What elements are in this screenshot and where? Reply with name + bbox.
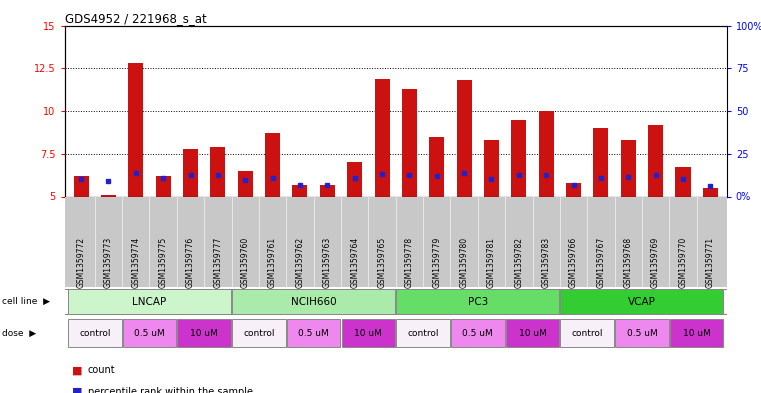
Bar [74, 176, 88, 196]
Bar [670, 319, 724, 347]
Bar [232, 319, 285, 347]
Bar [123, 319, 177, 347]
Text: GDS4952 / 221968_s_at: GDS4952 / 221968_s_at [65, 12, 206, 25]
Text: PC3: PC3 [468, 297, 488, 307]
Bar [566, 183, 581, 196]
Bar [101, 195, 116, 196]
Text: 0.5 uM: 0.5 uM [463, 329, 493, 338]
Bar [232, 289, 395, 314]
Bar [342, 319, 395, 347]
Bar [703, 188, 718, 196]
Text: cell line  ▶: cell line ▶ [2, 297, 49, 306]
Bar [560, 289, 724, 314]
Bar [287, 319, 340, 347]
Bar [457, 80, 472, 196]
Bar [402, 89, 417, 196]
Bar [396, 319, 450, 347]
Bar [560, 319, 614, 347]
Bar [210, 147, 225, 196]
Bar [292, 185, 307, 196]
Bar [676, 167, 690, 196]
Bar [68, 319, 122, 347]
Bar [129, 63, 143, 196]
Bar [429, 137, 444, 196]
Text: 0.5 uM: 0.5 uM [298, 329, 329, 338]
Bar [511, 119, 527, 196]
Bar [594, 128, 609, 196]
Bar [374, 79, 390, 196]
Bar [177, 319, 231, 347]
Bar [265, 133, 280, 196]
Bar [183, 149, 198, 196]
Bar [320, 185, 335, 196]
Bar [396, 289, 559, 314]
Bar [621, 140, 635, 196]
Bar [347, 162, 362, 196]
Text: control: control [244, 329, 275, 338]
Text: LNCAP: LNCAP [132, 297, 167, 307]
Text: ■: ■ [72, 387, 83, 393]
Text: 10 uM: 10 uM [518, 329, 546, 338]
Bar [237, 171, 253, 196]
Bar [484, 140, 499, 196]
Bar [506, 319, 559, 347]
Text: 10 uM: 10 uM [683, 329, 711, 338]
Text: percentile rank within the sample: percentile rank within the sample [88, 387, 253, 393]
Text: 10 uM: 10 uM [355, 329, 382, 338]
Bar [451, 319, 505, 347]
Text: NCIH660: NCIH660 [291, 297, 336, 307]
Text: control: control [407, 329, 439, 338]
Text: 0.5 uM: 0.5 uM [626, 329, 658, 338]
Text: ■: ■ [72, 365, 83, 375]
Text: VCAP: VCAP [628, 297, 656, 307]
Text: 10 uM: 10 uM [190, 329, 218, 338]
Text: dose  ▶: dose ▶ [2, 329, 36, 338]
Bar [648, 125, 663, 196]
Bar [615, 319, 669, 347]
Text: control: control [79, 329, 110, 338]
Text: 0.5 uM: 0.5 uM [134, 329, 165, 338]
Bar [156, 176, 170, 196]
Text: control: control [572, 329, 603, 338]
Bar [539, 111, 554, 196]
Text: count: count [88, 365, 115, 375]
Bar [68, 289, 231, 314]
